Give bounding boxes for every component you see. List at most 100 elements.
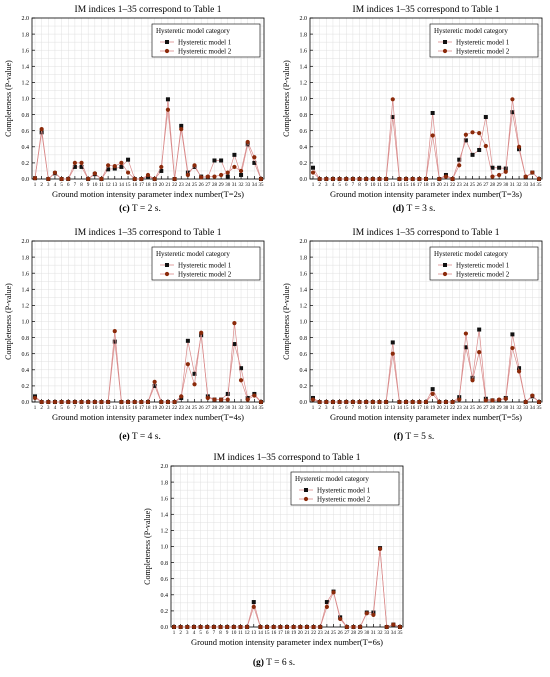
caption-d-text: T = 3 s. bbox=[404, 204, 436, 214]
y-tick-label: 0.8 bbox=[161, 561, 169, 567]
data-point-model-2 bbox=[218, 624, 223, 630]
y-tick-label: 1.8 bbox=[22, 32, 30, 38]
data-point-model-2 bbox=[179, 394, 184, 399]
x-tick-label: 24 bbox=[185, 183, 191, 188]
x-tick-label: 1 bbox=[34, 183, 37, 188]
data-point-model-2 bbox=[212, 174, 217, 179]
y-tick-label: 0.6 bbox=[22, 129, 30, 135]
y-tick-label: 1.4 bbox=[300, 288, 308, 294]
data-point-model-2 bbox=[443, 174, 449, 179]
data-point-model-2 bbox=[92, 171, 97, 176]
x-tick-label: 24 bbox=[463, 406, 469, 411]
data-point-model-2 bbox=[390, 351, 395, 356]
x-tick-label: 30 bbox=[503, 183, 509, 188]
x-tick-label: 21 bbox=[304, 631, 310, 636]
data-point-model-2 bbox=[219, 172, 224, 178]
x-tick-label: 12 bbox=[106, 406, 112, 411]
data-point-model-2 bbox=[417, 399, 422, 405]
x-tick-label: 11 bbox=[99, 183, 104, 188]
data-point-model-2 bbox=[46, 176, 51, 182]
legend-marker-model-1 bbox=[443, 263, 447, 267]
data-point-model-2 bbox=[179, 126, 184, 132]
x-tick-label: 25 bbox=[470, 183, 476, 188]
y-tick-label: 0.4 bbox=[300, 368, 308, 374]
data-point-model-2 bbox=[46, 399, 51, 405]
data-point-model-1 bbox=[119, 164, 124, 169]
y-tick-label: 1.0 bbox=[300, 97, 308, 103]
data-point-model-2 bbox=[185, 624, 190, 630]
x-tick-label: 5 bbox=[199, 631, 202, 636]
data-point-model-1 bbox=[225, 391, 230, 396]
x-tick-label: 4 bbox=[54, 183, 57, 188]
data-point-model-2 bbox=[483, 398, 488, 403]
data-point-model-2 bbox=[291, 624, 296, 630]
data-point-model-2 bbox=[324, 604, 329, 609]
data-point-model-2 bbox=[258, 176, 264, 182]
chart-svg-d: IM indices 1–35 correspond to Table 1 0.0… bbox=[282, 5, 543, 199]
data-point-model-1 bbox=[390, 115, 395, 120]
x-tick-label: 15 bbox=[404, 406, 410, 411]
x-tick-label: 28 bbox=[490, 183, 496, 188]
y-tick-label: 0.8 bbox=[300, 113, 308, 119]
data-point-model-2 bbox=[477, 349, 482, 355]
x-tick-label: 9 bbox=[87, 406, 90, 411]
x-tick-label: 31 bbox=[232, 406, 238, 411]
x-tick-label: 26 bbox=[199, 183, 205, 188]
caption-e-letter: (e) bbox=[119, 432, 130, 442]
data-point-model-2 bbox=[245, 139, 250, 145]
x-tick-label: 28 bbox=[490, 406, 496, 411]
x-tick-label: 13 bbox=[390, 406, 396, 411]
y-tick-label: 0.0 bbox=[161, 625, 169, 631]
data-point-model-1 bbox=[390, 340, 395, 345]
data-point-model-2 bbox=[258, 399, 264, 405]
data-point-model-2 bbox=[245, 624, 250, 630]
y-tick-label: 2.0 bbox=[161, 464, 169, 470]
x-tick-label: 30 bbox=[364, 631, 370, 636]
data-point-model-2 bbox=[119, 160, 124, 165]
data-point-model-2 bbox=[370, 176, 375, 182]
data-point-model-2 bbox=[159, 164, 164, 170]
x-tick-label: 1 bbox=[312, 183, 315, 188]
data-point-model-2 bbox=[304, 624, 310, 630]
x-tick-label: 7 bbox=[74, 183, 77, 188]
y-axis-label: Completeness (P-value) bbox=[143, 508, 152, 585]
legend-label-model-2: Hysteretic model 2 bbox=[456, 48, 510, 56]
x-tick-label: 32 bbox=[517, 406, 523, 411]
x-tick-label: 34 bbox=[530, 406, 536, 411]
data-point-model-2 bbox=[185, 362, 190, 367]
y-tick-label: 0.4 bbox=[22, 368, 30, 374]
x-tick-label: 17 bbox=[417, 183, 423, 188]
x-tick-label: 6 bbox=[345, 183, 348, 188]
data-point-model-2 bbox=[324, 399, 329, 405]
data-point-model-2 bbox=[344, 176, 349, 182]
data-point-model-2 bbox=[72, 160, 77, 165]
data-point-model-2 bbox=[523, 174, 528, 179]
data-point-model-2 bbox=[358, 624, 363, 630]
data-point-model-2 bbox=[152, 176, 157, 182]
y-axis-label: Completeness (P-value) bbox=[4, 283, 13, 360]
caption-d-letter: (d) bbox=[392, 204, 405, 214]
x-tick-label: 15 bbox=[265, 631, 271, 636]
x-axis-label: Ground motion intensity parameter index … bbox=[191, 637, 383, 647]
x-tick-label: 32 bbox=[239, 406, 245, 411]
data-point-model-2 bbox=[423, 399, 429, 405]
data-point-model-1 bbox=[245, 142, 250, 147]
x-tick-label: 9 bbox=[226, 631, 229, 636]
data-point-model-2 bbox=[205, 624, 210, 630]
x-tick-label: 24 bbox=[463, 183, 469, 188]
legend-box bbox=[151, 246, 261, 281]
data-point-model-2 bbox=[310, 397, 316, 402]
x-tick-label: 22 bbox=[172, 183, 178, 188]
data-point-model-2 bbox=[152, 379, 157, 384]
x-tick-label: 10 bbox=[92, 183, 98, 188]
x-tick-label: 7 bbox=[74, 406, 77, 411]
x-tick-label: 29 bbox=[219, 183, 225, 188]
data-point-model-1 bbox=[252, 160, 257, 165]
data-point-model-2 bbox=[391, 622, 396, 627]
x-tick-label: 3 bbox=[47, 183, 50, 188]
y-tick-label: 0.0 bbox=[300, 177, 308, 183]
data-point-model-2 bbox=[330, 399, 336, 405]
data-point-model-1 bbox=[232, 342, 237, 347]
grid bbox=[32, 240, 264, 403]
data-point-model-2 bbox=[219, 397, 224, 402]
